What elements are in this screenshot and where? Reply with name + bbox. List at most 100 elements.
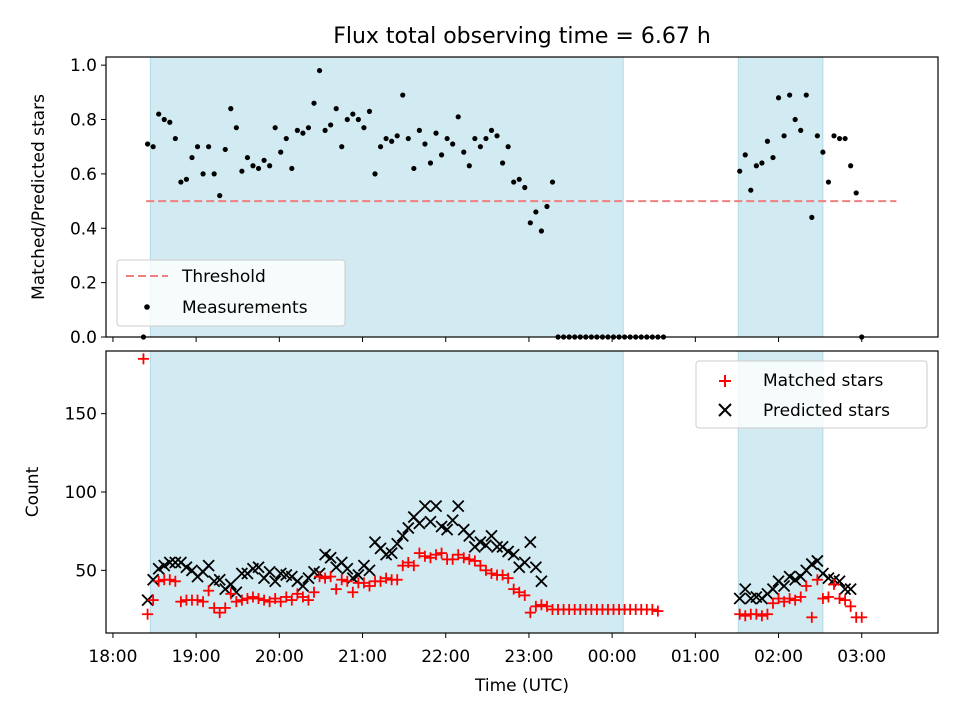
predicted-point [838, 582, 852, 596]
predicted-point [363, 564, 376, 577]
measurement-point [505, 144, 511, 150]
ratio-legend: Threshold Measurements [116, 259, 346, 327]
measurement-point [416, 127, 422, 133]
predicted-point [263, 565, 276, 579]
measurement-point [814, 133, 820, 139]
matched-point [652, 605, 664, 617]
measurement-point [488, 127, 495, 133]
matched-point [784, 593, 796, 605]
matched-point [192, 594, 204, 606]
measurement-point [189, 154, 195, 161]
matched-point [811, 574, 823, 586]
measurement-point [294, 127, 300, 133]
matched-point [767, 597, 779, 609]
measurement-point [183, 176, 190, 182]
predicted-point [413, 517, 426, 530]
measurement-point [499, 160, 506, 166]
predicted-point [252, 561, 265, 574]
measurement-point [300, 130, 306, 136]
matched-point [834, 593, 846, 605]
count-y-axis-label: Count [23, 466, 43, 517]
matched-point [795, 591, 807, 603]
predicted-point [213, 573, 226, 586]
legend-measurements-swatch [144, 304, 150, 310]
measurement-point [233, 125, 239, 131]
x-tick-label: 22:00 [421, 647, 470, 667]
x-tick-label: 21:00 [338, 647, 387, 667]
measurement-point [350, 111, 356, 117]
matched-point [402, 557, 414, 568]
matched-point [225, 588, 237, 600]
predicted-point [180, 561, 193, 574]
matched-point [524, 607, 536, 619]
matched-point [280, 591, 292, 603]
measurement-point [427, 160, 434, 166]
matched-point [424, 552, 436, 564]
measurement-point [764, 138, 771, 144]
measurement-point [389, 138, 395, 144]
measurement-point [222, 146, 228, 153]
x-tick-label: 23:00 [504, 647, 553, 667]
predicted-point [158, 559, 171, 572]
measurement-point [477, 144, 483, 150]
matched-point [430, 549, 442, 561]
measurement-point [803, 92, 809, 98]
predicted-point [452, 499, 465, 513]
matched-point [169, 575, 181, 587]
predicted-point [474, 535, 487, 549]
measurement-point [433, 130, 439, 136]
measurement-point [333, 106, 339, 112]
matched-point [380, 572, 392, 584]
predicted-point [507, 548, 520, 561]
predicted-point [141, 593, 154, 607]
measurement-point [394, 133, 400, 139]
matched-point [241, 593, 253, 605]
matched-point [502, 572, 514, 584]
measurement-point [836, 135, 843, 142]
ratio-y-axis-label: Matched/Predicted stars [29, 94, 49, 300]
predicted-point [490, 540, 504, 553]
matched-point [513, 586, 525, 598]
matched-point [739, 610, 751, 622]
count-panel: 50 100 150 18:00 19:00 20:00 21:00 22:00 23:00 0… [23, 350, 939, 696]
predicted-point [844, 582, 857, 596]
predicted-point [485, 529, 498, 543]
matched-point [458, 552, 470, 564]
predicted-point [269, 575, 282, 588]
predicted-point [733, 592, 746, 605]
predicted-point [501, 545, 515, 558]
y-tick-label: 1.0 [70, 56, 97, 76]
measurement-point [167, 119, 173, 125]
predicted-point [341, 562, 354, 575]
x-tick-label: 02:00 [754, 647, 803, 667]
matched-point [325, 571, 337, 583]
measurement-point [848, 163, 854, 169]
y-tick-label: 50 [75, 561, 97, 581]
matched-point [275, 596, 287, 608]
matched-point [236, 594, 248, 606]
measurement-point [344, 116, 350, 123]
matched-point [497, 569, 509, 581]
predicted-point [147, 573, 160, 586]
matched-point [474, 560, 486, 572]
measurement-point [200, 171, 206, 177]
matched-point [153, 575, 165, 587]
predicted-point [446, 514, 459, 527]
matched-point [530, 600, 542, 612]
predicted-point [202, 559, 215, 572]
matched-point [519, 589, 531, 601]
measurement-point [820, 149, 826, 155]
measurement-point [322, 127, 328, 133]
y-tick-label: 150 [65, 405, 97, 425]
matched-point [800, 580, 812, 592]
predicted-point [396, 529, 409, 543]
matched-point [761, 608, 773, 620]
measurement-point [211, 171, 217, 177]
measurement-point [244, 154, 251, 161]
matched-point [750, 608, 762, 620]
matched-point [419, 550, 431, 562]
matched-point [756, 610, 768, 622]
matched-point [408, 560, 420, 572]
matched-point [197, 596, 209, 608]
